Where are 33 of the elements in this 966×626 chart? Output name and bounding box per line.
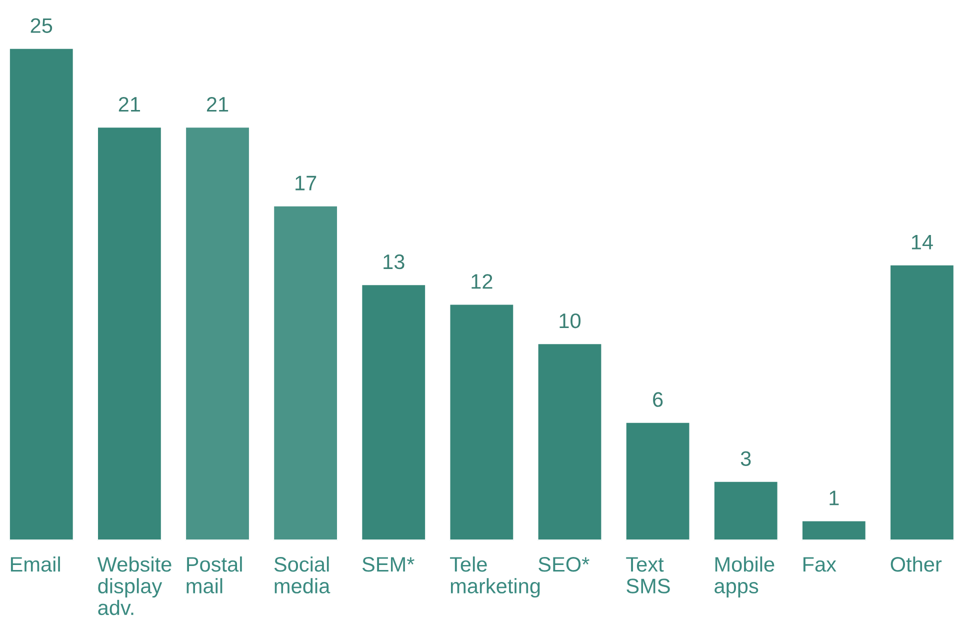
data-label: 14: [912, 234, 933, 250]
data-label: 21: [206, 96, 228, 112]
x-tick-label: Website display adv.: [97, 556, 172, 616]
bar: [184, 126, 250, 540]
data-label: 13: [384, 254, 404, 270]
data-label: 17: [296, 176, 316, 190]
data-label: 6: [653, 392, 663, 407]
data-label: 21: [118, 96, 140, 112]
x-tick-label: Tele marketing: [450, 556, 540, 598]
x-tick-label: Social media: [274, 556, 330, 594]
bar: [96, 126, 162, 540]
data-label: 25: [30, 18, 52, 33]
data-label: 3: [740, 451, 751, 466]
bar: [889, 264, 955, 540]
data-label: 12: [472, 274, 492, 289]
x-tick-label: Other: [890, 556, 942, 572]
bar: [536, 342, 603, 540]
bar: [360, 284, 426, 540]
x-tick-label: Mobile apps: [714, 556, 774, 598]
x-tick-label: Fax: [803, 557, 836, 572]
bar: [801, 520, 867, 540]
bar: [8, 48, 74, 540]
data-label: 10: [560, 313, 581, 328]
x-tick-label: Text SMS: [626, 557, 670, 594]
x-tick-label: Email: [10, 556, 60, 572]
bar: [448, 303, 515, 540]
x-tick-label: Postal mail: [186, 556, 242, 594]
data-label: 1: [830, 490, 839, 506]
bar: [624, 421, 691, 540]
x-tick-label: SEM*: [362, 556, 414, 572]
bar: [713, 480, 779, 540]
x-tick-label: SEO*: [538, 556, 590, 572]
bar: [272, 204, 338, 540]
